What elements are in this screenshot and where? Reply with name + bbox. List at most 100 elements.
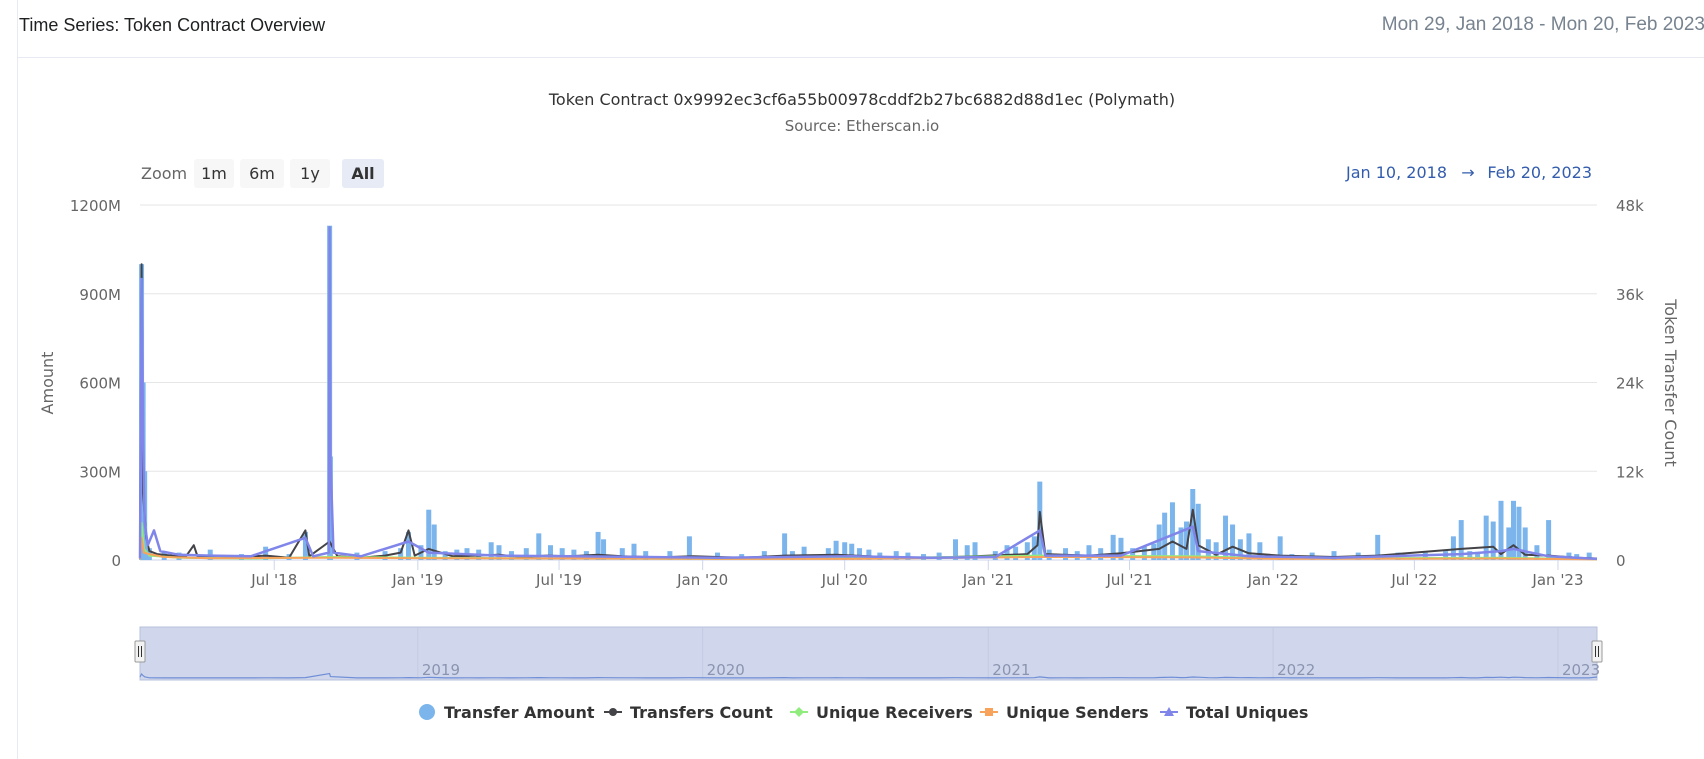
navigator-label: 2023 <box>1562 661 1600 679</box>
zoom-selector: Zoom 1m 6m 1y All Jan 10, 2018 → Feb 20, 20… <box>141 159 1592 188</box>
bar-transfer-amount <box>1024 542 1030 560</box>
bar-transfer-amount <box>1458 520 1464 560</box>
range-from: Jan 10, 2018 <box>1345 163 1447 182</box>
bar-transfer-amount <box>405 531 411 560</box>
bar-transfer-amount <box>1475 552 1481 560</box>
card-header: Time Series: Token Contract Overview Mon… <box>18 0 1704 58</box>
legend-label: Total Uniques <box>1186 703 1308 722</box>
bar-transfer-amount <box>1516 506 1522 560</box>
bar-transfer-amount <box>842 542 848 560</box>
x-tick-label: Jul '20 <box>821 571 868 589</box>
bar-transfer-amount <box>1277 536 1283 560</box>
legend-item-unique-senders[interactable]: Unique Senders <box>980 703 1149 722</box>
y-axis-left: 0 300M 600M 900M 1200M <box>70 197 121 570</box>
series-total-uniques <box>138 225 1598 561</box>
zoom-button-1m[interactable]: 1m <box>194 159 234 188</box>
chart-subtitle: Source: Etherscan.io <box>785 117 939 135</box>
bar-transfer-amount <box>849 543 855 560</box>
bar-transfer-amount <box>857 548 863 560</box>
y-left-tick-label: 900M <box>79 286 121 304</box>
x-tick-label: Jul '22 <box>1390 571 1437 589</box>
bar-transfer-amount <box>601 539 607 560</box>
bar-transfer-amount <box>523 548 529 560</box>
range-to: Feb 20, 2023 <box>1487 163 1592 182</box>
x-tick-label: Jan '19 <box>391 571 443 589</box>
navigator-mask[interactable] <box>139 626 1598 681</box>
range-arrow: → <box>1461 163 1474 182</box>
bar-transfer-amount <box>801 546 807 560</box>
y-axis-right-title: Token Transfer Count <box>1661 298 1680 467</box>
y-axis-right: 0 12k 24k 36k 48k <box>1616 197 1644 570</box>
bar-transfer-amount <box>1086 545 1092 560</box>
bar-transfer-amount <box>1586 552 1592 560</box>
zoom-button-1y[interactable]: 1y <box>290 159 330 188</box>
bar-transfer-amount <box>442 551 448 560</box>
bar-transfer-amount <box>302 531 308 560</box>
navigator-handle-left[interactable] <box>134 640 146 663</box>
y-left-tick-label: 300M <box>79 463 121 481</box>
bar-transfer-amount <box>571 549 577 560</box>
legend-item-unique-receivers[interactable]: Unique Receivers <box>790 703 973 722</box>
x-tick-label: Jan '20 <box>676 571 728 589</box>
legend-label: Transfer Amount <box>444 703 595 722</box>
zoom-button-label: All <box>351 164 374 183</box>
navigator-handle-right[interactable] <box>1591 640 1603 663</box>
bar-transfer-amount <box>1013 546 1019 560</box>
bar-transfer-amount <box>1506 527 1512 560</box>
navigator-series <box>139 672 1598 679</box>
bar-transfer-amount <box>431 524 437 560</box>
bar-transfer-amount <box>1004 545 1010 560</box>
bar-transfer-amount <box>595 531 601 560</box>
legend-item-transfer-amount[interactable]: Transfer Amount <box>419 703 595 722</box>
bar-transfer-amount <box>1178 527 1184 560</box>
bar-transfer-amount <box>327 456 333 560</box>
y-right-tick-label: 24k <box>1616 375 1644 393</box>
bar-transfer-amount <box>496 545 502 560</box>
x-tick-label: Jan '23 <box>1531 571 1583 589</box>
series-unique-senders <box>139 536 1598 561</box>
bar-transfer-amount <box>1130 548 1136 560</box>
bar-transfer-amount <box>1490 521 1496 560</box>
bar-transfer-amount <box>643 551 649 560</box>
navigator-label: 2022 <box>1277 661 1315 679</box>
bar-transfer-amount <box>1375 534 1381 560</box>
bar-transfer-amount <box>1467 551 1473 560</box>
legend-label: Transfers Count <box>630 703 773 722</box>
bar-transfer-amount <box>833 540 839 560</box>
bar-transfer-amount <box>1110 534 1116 560</box>
zoom-button-all[interactable]: All <box>342 159 384 188</box>
bar-transfer-amount <box>686 536 692 560</box>
bar-transfer-amount <box>1223 515 1229 560</box>
y-right-tick-label: 48k <box>1616 197 1644 215</box>
bar-transfer-amount <box>1190 489 1196 560</box>
bar-transfer-amount <box>1151 543 1157 560</box>
bar-transfer-amount <box>866 549 872 560</box>
y-left-tick-label: 600M <box>79 375 121 393</box>
bar-transfer-amount <box>893 551 899 560</box>
navigator-label: 2021 <box>992 661 1030 679</box>
navigator-label: 2019 <box>422 661 460 679</box>
series-transfer-amount <box>139 225 1592 561</box>
bar-transfer-amount <box>1522 527 1528 560</box>
bar-transfer-amount <box>426 509 432 560</box>
zoom-button-6m[interactable]: 6m <box>240 159 284 188</box>
y-left-tick-label: 0 <box>111 552 121 570</box>
bar-transfer-amount <box>1230 524 1236 560</box>
bar-transfer-amount <box>619 548 625 560</box>
x-tick-label: Jan '21 <box>962 571 1014 589</box>
bar-transfer-amount <box>1546 520 1552 560</box>
navigator[interactable]: 2019 2020 2021 2022 2023 <box>134 626 1603 681</box>
navigator-label: 2020 <box>707 661 745 679</box>
zoom-button-label: 1y <box>300 164 320 183</box>
bar-transfer-amount <box>631 543 637 560</box>
bar-transfer-amount <box>667 551 673 560</box>
legend-item-total-uniques[interactable]: Total Uniques <box>1160 703 1308 722</box>
bar-transfer-amount <box>782 533 788 560</box>
x-tick-label: Jul '21 <box>1106 571 1153 589</box>
bar-transfer-amount <box>1141 546 1147 560</box>
bar-transfer-amount <box>1331 551 1337 560</box>
legend-item-transfers-count[interactable]: Transfers Count <box>604 703 773 722</box>
y-right-tick-label: 36k <box>1616 286 1644 304</box>
legend: Transfer Amount Transfers Count Unique Rec… <box>419 703 1308 722</box>
bar-transfer-amount <box>1118 537 1124 560</box>
